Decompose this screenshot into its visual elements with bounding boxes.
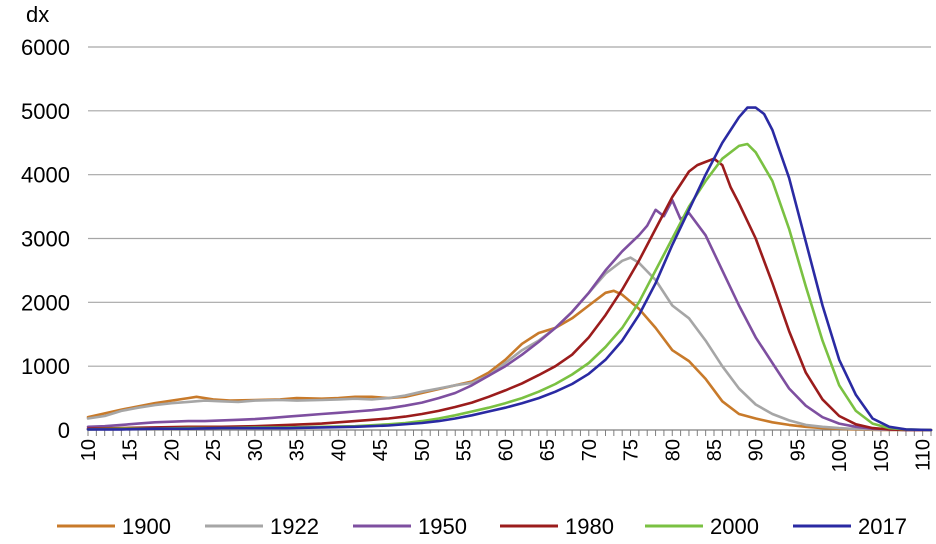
- x-tick-label: 105: [871, 439, 893, 472]
- legend-label-1900: 1900: [122, 514, 171, 539]
- x-tick-label: 10: [78, 439, 100, 461]
- x-axis: [87, 430, 932, 436]
- x-tick-label: 55: [454, 439, 476, 461]
- x-tick-label: 75: [621, 439, 643, 461]
- y-tick-label: 2000: [21, 290, 70, 315]
- legend-label-1922: 1922: [270, 514, 319, 539]
- y-tick-label: 0: [58, 418, 70, 443]
- x-axis-ticks: 10 15 20 25 30 35 40 45 50 55 60 65 70 75 80 85 90 95 100 1…: [78, 439, 935, 472]
- x-tick-label: 70: [579, 439, 601, 461]
- series-lines: [86, 106, 933, 432]
- x-tick-label: 45: [370, 439, 392, 461]
- legend-label-1950: 1950: [418, 514, 467, 539]
- series-line-1900: [86, 289, 933, 432]
- y-tick-label: 5000: [21, 99, 70, 124]
- x-tick-label: 60: [495, 439, 517, 461]
- x-tick-label: 30: [245, 439, 267, 461]
- legend: 1900 1922 1950 1980 2000 2017: [57, 514, 907, 539]
- y-tick-label: 6000: [21, 35, 70, 60]
- x-tick-label: 90: [746, 439, 768, 461]
- series-line-1950: [86, 198, 933, 432]
- y-tick-label: 1000: [21, 354, 70, 379]
- legend-label-2017: 2017: [858, 514, 907, 539]
- series-line-2017: [86, 106, 933, 432]
- y-axis-ticks: 0 1000 2000 3000 4000 5000 6000: [21, 35, 70, 443]
- x-tick-label: 85: [704, 439, 726, 461]
- x-tick-label: 100: [829, 439, 851, 472]
- x-tick-label: 95: [787, 439, 809, 461]
- legend-label-2000: 2000: [710, 514, 759, 539]
- x-tick-label: 40: [328, 439, 350, 461]
- y-tick-label: 3000: [21, 227, 70, 252]
- x-tick-label: 20: [161, 439, 183, 461]
- x-tick-label: 110: [913, 439, 935, 471]
- x-tick-label: 50: [412, 439, 434, 461]
- x-tick-label: 35: [287, 439, 309, 461]
- legend-label-1980: 1980: [565, 514, 614, 539]
- y-tick-label: 4000: [21, 163, 70, 188]
- series-line-2000: [86, 142, 933, 432]
- x-tick-label: 25: [203, 439, 225, 461]
- x-tick-label: 65: [537, 439, 559, 461]
- y-axis-label: dx: [26, 2, 49, 27]
- series-line-1922: [86, 256, 933, 432]
- grid-lines: [88, 46, 931, 431]
- series-line-1980: [86, 157, 933, 432]
- x-tick-label: 80: [662, 439, 684, 461]
- x-tick-label: 15: [120, 439, 142, 461]
